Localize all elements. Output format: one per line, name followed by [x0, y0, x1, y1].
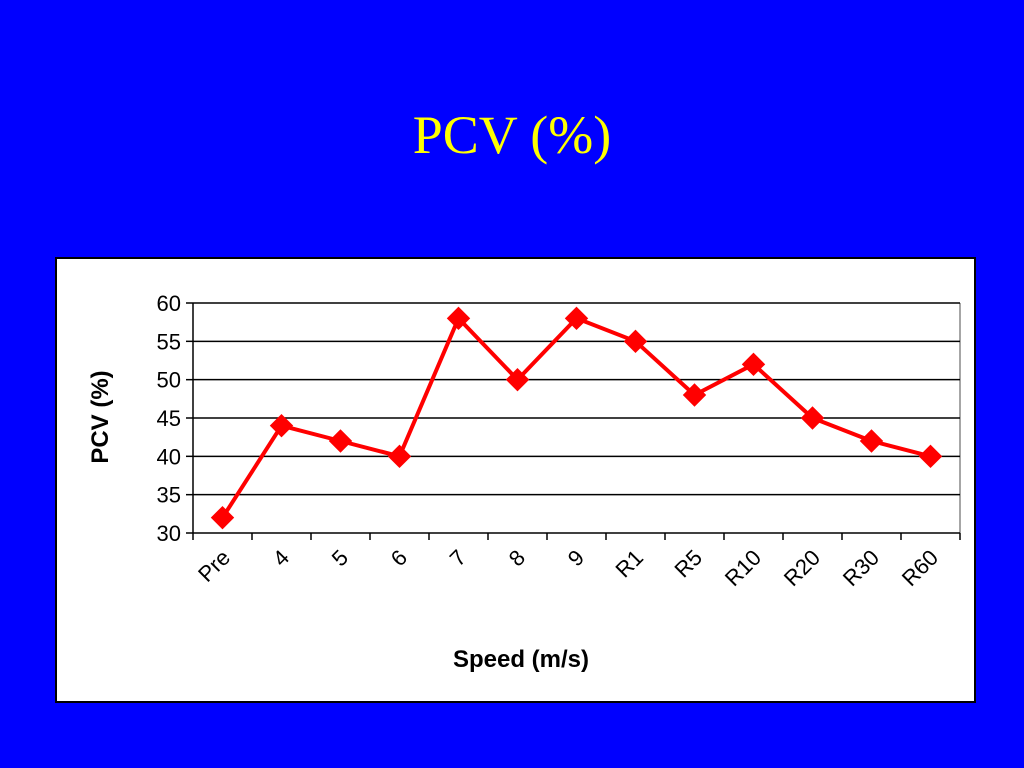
- y-tick-label-45: 45: [157, 406, 181, 431]
- y-axis-title: PCV (%): [87, 370, 114, 463]
- y-tick-label-60: 60: [157, 291, 181, 316]
- x-tick-label-R60: R60: [897, 545, 943, 591]
- x-tick-label-7: 7: [445, 545, 471, 571]
- x-tick-label-8: 8: [504, 545, 530, 571]
- gridlines: [193, 302, 961, 533]
- x-tick-label-9: 9: [563, 545, 589, 571]
- data-point-7: [446, 306, 471, 331]
- data-point-9: [564, 306, 589, 331]
- axes: [186, 302, 961, 540]
- x-tick-label-6: 6: [386, 545, 412, 571]
- x-tick-label-R1: R1: [610, 545, 648, 583]
- series-layer: [210, 306, 943, 530]
- x-axis-title: Speed (m/s): [453, 646, 589, 673]
- y-tick-label-40: 40: [157, 444, 181, 469]
- data-point-8: [505, 367, 530, 392]
- data-point-6: [387, 444, 412, 469]
- x-tick-label-R30: R30: [838, 545, 884, 591]
- x-tick-label-5: 5: [327, 545, 353, 571]
- y-tick-label-55: 55: [157, 329, 181, 354]
- data-point-5: [328, 429, 353, 453]
- data-point-R20: [800, 406, 825, 430]
- data-point-R5: [682, 383, 707, 407]
- data-point-R30: [859, 429, 884, 453]
- y-tick-label-50: 50: [157, 368, 181, 393]
- data-point-4: [269, 413, 294, 438]
- chart-frame: Speed (m/s) PCV (%) 30 35 40 45 50 55 60 Pre 4 5 6…: [55, 257, 976, 703]
- data-point-R60: [918, 444, 943, 469]
- x-tick-label-Pre: Pre: [193, 545, 235, 587]
- data-point-R1: [623, 329, 648, 354]
- x-tick-label-R10: R10: [720, 545, 766, 591]
- slide-title: PCV (%): [412, 105, 612, 165]
- data-point-Pre: [210, 505, 235, 530]
- x-tick-label-4: 4: [268, 545, 294, 571]
- x-tick-label-R5: R5: [669, 545, 707, 583]
- y-tick-label-35: 35: [157, 483, 181, 508]
- y-tick-label-30: 30: [157, 521, 181, 546]
- x-tick-label-R20: R20: [779, 545, 825, 591]
- data-point-R10: [741, 352, 766, 377]
